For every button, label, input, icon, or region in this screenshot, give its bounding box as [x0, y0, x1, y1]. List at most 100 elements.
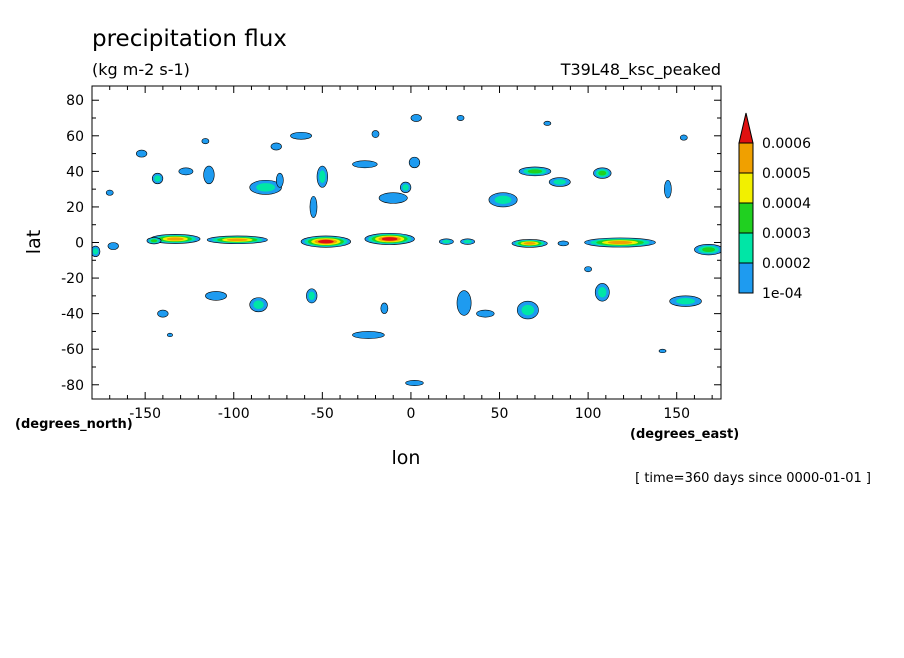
precip-feature-30: [105, 189, 114, 196]
colorbar-label: 0.0004: [762, 196, 811, 212]
precip-feature-21: [378, 192, 408, 204]
contour-level-1: [107, 242, 119, 250]
x-tick-label: 50: [491, 406, 509, 422]
x-tick-label: -50: [311, 406, 334, 422]
contour-level-2: [494, 195, 512, 205]
y-tick-label: 0: [75, 236, 84, 252]
x-tick-label: -150: [129, 406, 161, 422]
precip-feature-15: [203, 165, 215, 185]
precip-feature-44: [380, 302, 389, 314]
precip-feature-28: [664, 179, 672, 199]
precip-feature-8: [460, 238, 476, 245]
precip-feature-50: [405, 380, 424, 386]
y-tick-label: 60: [66, 129, 84, 145]
contour-level-2: [598, 287, 607, 298]
precip-feature-3: [92, 245, 101, 258]
x-tick-label: 0: [406, 406, 415, 422]
contour-level-1: [352, 331, 385, 339]
contour-level-5: [523, 242, 536, 245]
colorbar-label: 1e-04: [762, 286, 802, 302]
precip-feature-1: [146, 237, 162, 245]
run-label: T39L48_ksc_peaked: [560, 60, 721, 80]
contour-level-1: [679, 134, 688, 141]
colorbar-legend: 1e-04 0.0002 0.0003 0.0004 0.0005 0.0006: [738, 112, 811, 302]
contour-level-1: [584, 266, 592, 273]
contour-level-2: [402, 184, 409, 191]
precip-feature-45: [456, 290, 472, 316]
contour-level-2: [256, 183, 276, 192]
contour-level-1: [408, 156, 421, 169]
precip-feature-40: [205, 291, 227, 301]
precip-feature-33: [290, 131, 313, 140]
precip-feature-14: [178, 167, 194, 176]
contour-level-1: [658, 348, 667, 354]
colorbar-max-triangle: [738, 112, 754, 144]
colorbar-swatch: [738, 172, 754, 204]
contour-level-1: [543, 120, 552, 126]
precip-feature-32: [270, 142, 282, 151]
contour-level-1: [205, 291, 227, 301]
contour-level-1: [476, 309, 495, 318]
contour-level-1: [157, 309, 169, 318]
contour-level-1: [275, 172, 284, 188]
contour-level-2: [92, 248, 99, 255]
precip-feature-47: [516, 300, 539, 320]
contour-level-5: [166, 237, 184, 241]
precip-feature-12: [694, 243, 721, 256]
chart-title: precipitation flux: [92, 26, 287, 52]
y-tick-label: -20: [61, 271, 84, 287]
contour-level-1: [352, 160, 378, 169]
precip-feature-31: [201, 138, 210, 145]
contour-level-1: [456, 115, 465, 121]
precip-feature-49: [669, 295, 702, 307]
y-tick-label: 80: [66, 93, 84, 109]
colorbar-label: 0.0005: [762, 166, 811, 182]
y-tick-label: -40: [61, 307, 84, 323]
contour-level-3: [598, 170, 607, 176]
precip-feature-25: [518, 166, 552, 177]
precip-feature-43: [352, 331, 385, 339]
precip-feature-4: [206, 235, 268, 245]
precip-feature-42: [306, 288, 318, 304]
contour-level-1: [201, 138, 210, 145]
precip-feature-39: [157, 309, 169, 318]
precip-feature-9: [511, 239, 548, 248]
contour-level-5: [607, 240, 633, 245]
x-units-label: (degrees_east): [630, 427, 739, 442]
precip-feature-24: [488, 192, 518, 208]
contour-level-1: [378, 192, 408, 204]
contour-level-1: [456, 290, 472, 316]
contour-level-5: [226, 238, 248, 242]
contour-level-2: [463, 239, 472, 244]
contour-fields: [92, 114, 721, 386]
contour-level-1: [405, 380, 424, 386]
contour-level-2: [521, 304, 535, 316]
x-tick-label: 100: [575, 406, 602, 422]
colorbar-label: 0.0002: [762, 256, 811, 272]
precip-feature-0: [150, 234, 201, 244]
contour-level-1: [371, 130, 380, 138]
precip-feature-53: [584, 266, 592, 273]
time-label: [ time=360 days since 0000-01-01 ]: [635, 471, 871, 486]
precip-feature-26: [548, 177, 571, 187]
colorbar-label: 0.0006: [762, 136, 811, 152]
precip-feature-18: [309, 195, 318, 218]
contour-level-1: [135, 149, 148, 158]
contour-level-2: [553, 179, 567, 185]
chart-units: (kg m-2 s-1): [92, 60, 190, 79]
precip-feature-41: [249, 297, 268, 313]
contour-level-6: [318, 239, 334, 244]
contour-level-1: [410, 114, 422, 122]
contour-level-2: [319, 170, 326, 183]
precip-feature-35: [410, 114, 422, 122]
precip-feature-38: [679, 134, 688, 141]
precip-feature-29: [135, 149, 148, 158]
precip-feature-19: [316, 165, 328, 188]
precip-feature-16: [249, 179, 282, 195]
precip-feature-17: [275, 172, 284, 188]
precip-feature-22: [399, 181, 412, 194]
y-tick-label: -60: [61, 342, 84, 358]
colorbar-swatch: [738, 232, 754, 264]
contour-level-1: [380, 302, 389, 314]
